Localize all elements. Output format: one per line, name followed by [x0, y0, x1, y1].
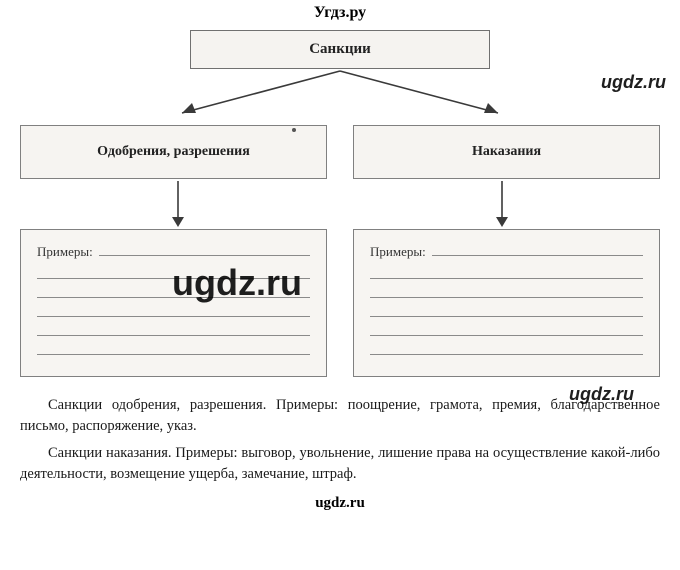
- arrow-left-mid: [168, 179, 188, 229]
- arrows-top: [20, 69, 660, 125]
- diagram: Санкции Одобрения, разрешения Наказания …: [20, 24, 660, 377]
- branch-right: Наказания: [353, 125, 660, 179]
- blank-line: [370, 317, 643, 336]
- blank-line: [432, 244, 643, 256]
- answer-text: Санкции одобрения, разрешения. Примеры: …: [20, 395, 660, 485]
- blank-line: [370, 298, 643, 317]
- blank-line: [37, 317, 310, 336]
- branch-row: Одобрения, разрешения Наказания: [20, 125, 660, 179]
- watermark-top: Угдз.ру: [0, 0, 680, 24]
- blank-line: [370, 260, 643, 279]
- example-caption-right: Примеры:: [370, 244, 643, 260]
- blank-line: [370, 279, 643, 298]
- arrow-right-mid: [492, 179, 512, 229]
- watermark-footer: ugdz.ru: [0, 495, 680, 512]
- blank-line: [370, 336, 643, 355]
- blank-line: [37, 336, 310, 355]
- paragraph-2: Санкции наказания. Примеры: выговор, уво…: [20, 443, 660, 485]
- blank-line: [99, 244, 310, 256]
- examples-row: Примеры: Примеры:: [20, 229, 660, 377]
- blank-line: [37, 298, 310, 317]
- example-caption-left: Примеры:: [37, 244, 310, 260]
- stray-dot: [292, 128, 296, 132]
- arrow-left-top: [170, 69, 350, 125]
- arrows-mid: [20, 179, 660, 229]
- example-box-right: Примеры:: [353, 229, 660, 377]
- blank-line: [37, 279, 310, 298]
- root-box: Санкции: [190, 30, 490, 69]
- branch-left: Одобрения, разрешения: [20, 125, 327, 179]
- example-box-left: Примеры:: [20, 229, 327, 377]
- arrow-right-top: [330, 69, 510, 125]
- example-label-right: Примеры:: [370, 244, 426, 260]
- example-label-left: Примеры:: [37, 244, 93, 260]
- blank-line: [37, 260, 310, 279]
- paragraph-1: Санкции одобрения, разрешения. Примеры: …: [20, 395, 660, 437]
